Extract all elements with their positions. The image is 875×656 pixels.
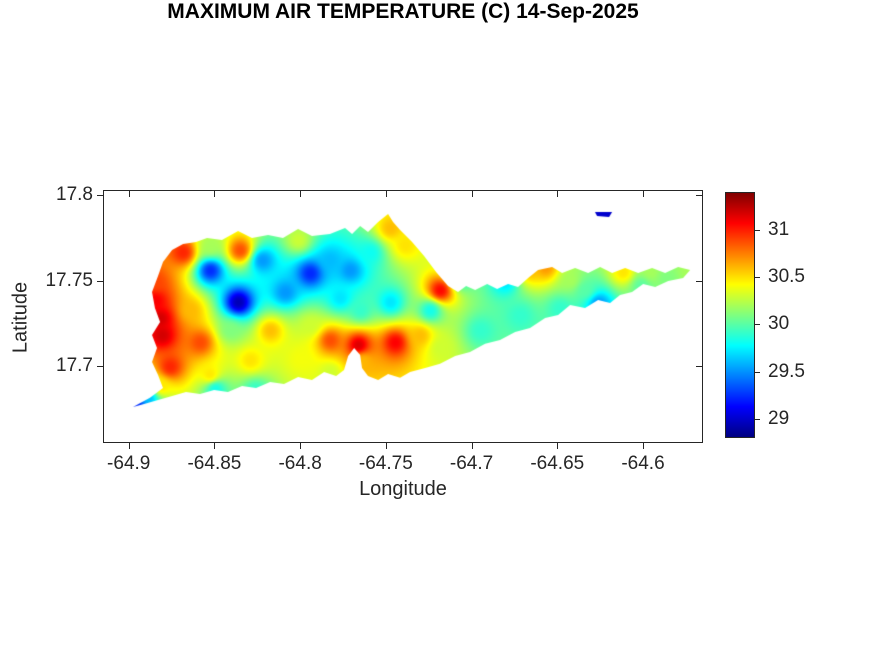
x-tick-label: -64.8 [278,453,322,474]
x-tick-bottom [643,443,644,449]
x-tick-label: -64.7 [449,453,494,474]
colorbar-tick-label: 29 [768,408,790,430]
plot-border-box [103,190,703,443]
y-tick-label: 17.8 [56,184,93,206]
colorbar-border-box [725,192,755,438]
y-tick-left [97,195,103,197]
y-tick-right [696,195,702,197]
x-tick-label: -64.85 [187,453,242,474]
x-tick-top [300,191,302,197]
x-tick-bottom [214,443,216,449]
x-tick-top [128,191,130,197]
x-tick-bottom [385,443,387,449]
x-tick-top [385,191,387,197]
x-tick-top [557,191,559,197]
x-tick-label: -64.65 [530,453,585,474]
colorbar-tick [755,229,760,231]
x-tick-top [471,191,473,197]
y-tick-right [696,280,702,282]
colorbar-tick [755,324,760,326]
x-axis-label: Longitude [359,478,447,500]
colorbar-tick [755,419,760,421]
x-tick-bottom [557,443,559,449]
colorbar-tick-label: 31 [768,218,790,240]
x-tick-label: -64.6 [621,453,665,474]
x-tick-top [214,191,216,197]
colorbar-tick [755,371,760,373]
y-tick-left [97,280,103,282]
x-tick-label: -64.9 [107,453,151,474]
colorbar-tick-label: 30.5 [768,266,805,288]
x-tick-bottom [300,443,302,449]
y-tick-label: 17.7 [56,355,93,377]
y-tick-label: 17.75 [45,269,93,291]
chart-title: MAXIMUM AIR TEMPERATURE (C) 14-Sep-2025 [167,0,639,23]
colorbar-canvas [725,192,755,438]
y-tick-left [97,366,103,368]
x-tick-label: -64.75 [358,453,413,474]
colorbar-tick [755,277,760,279]
y-tick-right [696,366,702,368]
colorbar-tick-label: 30 [768,313,790,335]
colorbar-tick-label: 29.5 [768,360,805,382]
temperature-map-canvas [103,190,703,443]
x-tick-bottom [471,443,473,449]
x-tick-bottom [128,443,130,449]
x-tick-top [643,191,644,197]
